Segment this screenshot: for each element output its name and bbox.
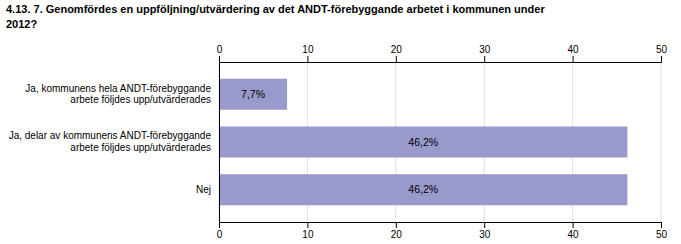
y-axis: Ja, kommunens hela ANDT-förebyggandearbe…: [9, 63, 220, 223]
category-label: Nej: [196, 184, 211, 195]
category-label: Ja, kommunens hela ANDT-förebyggandearbe…: [25, 83, 211, 106]
tick-label: 20: [391, 44, 403, 55]
tick: Ja, delar av kommunens ANDT-förebyggande…: [9, 130, 219, 153]
grid-line: [661, 62, 662, 222]
grid-line: [219, 62, 220, 222]
tick-label: 0: [217, 229, 223, 240]
tick-mark: [396, 222, 397, 228]
bar: [219, 126, 627, 157]
tick-label: 30: [479, 44, 491, 55]
tick: 0: [217, 44, 223, 62]
tick: 30: [479, 222, 491, 240]
axis-line: [220, 56, 662, 63]
tick: 0: [217, 222, 223, 240]
tick-label: 30: [479, 229, 491, 240]
tick: 30: [479, 44, 491, 62]
tick-mark: [219, 56, 220, 62]
tick: 40: [568, 44, 580, 62]
bars: [219, 79, 627, 206]
bar: [219, 79, 287, 110]
tick-mark: [484, 56, 485, 62]
tick-mark: [661, 222, 662, 228]
tick: Nej: [196, 184, 219, 195]
tick-label: 20: [391, 229, 403, 240]
data-label: 46,2%: [408, 136, 438, 148]
title: 2012?: [6, 18, 37, 30]
tick-mark: [307, 56, 308, 62]
axis-line: [219, 63, 220, 223]
axis-line: [220, 223, 662, 229]
category-label: Ja, delar av kommunens ANDT-förebyggande…: [9, 130, 212, 153]
tick: 10: [302, 44, 314, 62]
x-axis: 0 10 20 30 40 50: [217, 44, 668, 63]
title: 4.13. 7. Genomfördes en uppföljning/utvä…: [6, 3, 545, 15]
tick-mark: [573, 56, 574, 62]
tick: 50: [656, 44, 668, 62]
chart-svg: 4.13. 7. Genomfördes en uppföljning/utvä…: [0, 0, 681, 244]
tick-mark: [573, 222, 574, 228]
tick-label: 50: [656, 44, 668, 55]
tick: Ja, kommunens hela ANDT-förebyggandearbe…: [25, 83, 219, 106]
chart-container: 4.13. 7. Genomfördes en uppföljning/utvä…: [0, 0, 681, 244]
tick-mark: [661, 56, 662, 62]
tick-label: 0: [217, 44, 223, 55]
tick: 50: [656, 222, 668, 240]
tick-label: 10: [302, 229, 314, 240]
tick-label: 40: [568, 44, 580, 55]
x-axis: 0 10 20 30 40 50: [217, 222, 668, 240]
data-labels: 7,7% 46,2% 46,2%: [241, 88, 438, 196]
tick-mark: [307, 222, 308, 228]
tick: 10: [302, 222, 314, 240]
tick-mark: [396, 56, 397, 62]
tick-label: 50: [656, 229, 668, 240]
tick-mark: [219, 222, 220, 228]
tick-label: 10: [302, 44, 314, 55]
data-label: 7,7%: [241, 88, 265, 100]
tick-label: 40: [568, 229, 580, 240]
tick: 20: [391, 44, 403, 62]
grid: [219, 62, 661, 222]
tick: 40: [568, 222, 580, 240]
data-label: 46,2%: [408, 183, 438, 195]
tick-mark: [484, 222, 485, 228]
tick: 20: [391, 222, 403, 240]
bar: [219, 174, 627, 205]
